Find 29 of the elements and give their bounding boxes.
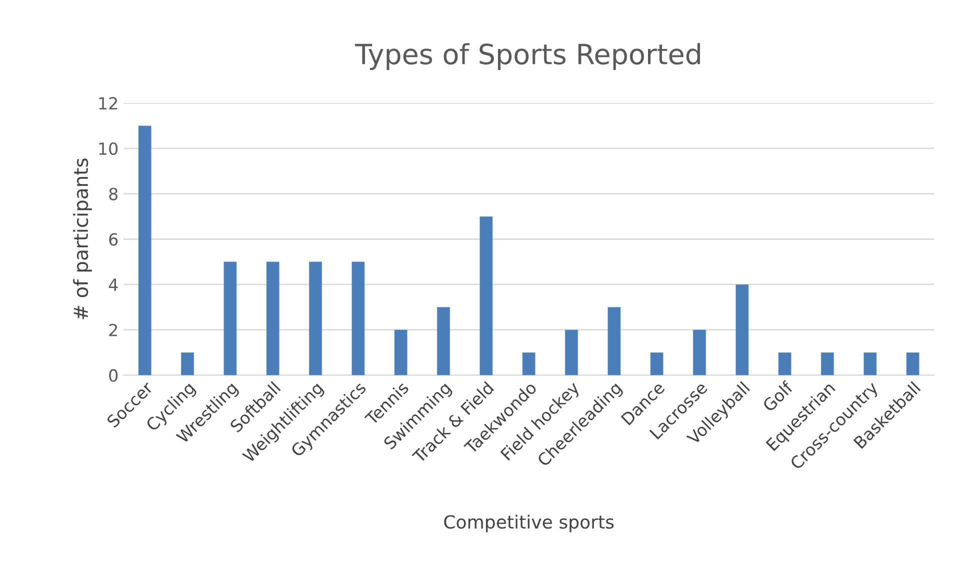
bar	[394, 330, 408, 376]
bar	[224, 262, 237, 376]
y-tick-label: 2	[109, 324, 117, 336]
y-tick-label: 4	[108, 278, 118, 291]
y-tick-label: 0	[109, 369, 118, 382]
bar	[608, 307, 621, 376]
bar	[650, 352, 664, 376]
y-tick-label: 6	[109, 233, 118, 246]
bar	[778, 352, 792, 376]
x-axis-title: Competitive sports	[444, 514, 614, 532]
bar	[480, 216, 493, 376]
y-tick-label: 10	[99, 142, 118, 155]
bar	[821, 352, 834, 376]
bar	[309, 262, 322, 376]
bar	[565, 330, 578, 376]
bar	[352, 262, 365, 376]
y-axis-title: # of participants	[73, 158, 92, 320]
bar	[266, 262, 280, 376]
bar	[864, 352, 877, 376]
bar	[693, 330, 706, 376]
bar	[181, 352, 194, 376]
bar	[522, 352, 536, 376]
y-tick-label: 12	[99, 97, 117, 110]
bar	[138, 126, 152, 376]
y-tick-label: 8	[109, 188, 118, 200]
bar	[736, 284, 749, 376]
chart-title: Types of Sports Reported	[355, 43, 700, 70]
bar	[437, 307, 450, 376]
bar	[906, 352, 920, 376]
